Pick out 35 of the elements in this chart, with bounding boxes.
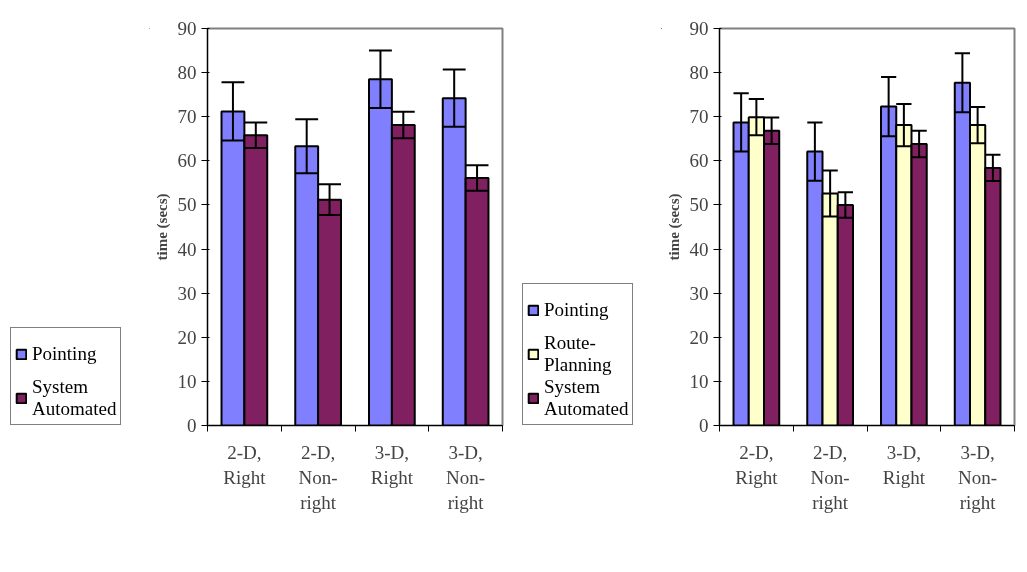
y-tick-label: 30 [689, 282, 709, 304]
y-tick-label: 80 [689, 62, 709, 84]
y-axis-title: time (secs) [153, 193, 171, 261]
y-axis-title: time (secs) [665, 193, 683, 261]
y-tick-label: 90 [177, 18, 197, 39]
y-tick-label: 30 [177, 282, 197, 304]
y-tick-label: 10 [689, 370, 709, 392]
legend-label: Pointing [544, 298, 609, 322]
x-tick-label: 2-D, Non-right [298, 441, 338, 513]
y-tick-label: 70 [689, 106, 709, 128]
y-tick-label: 20 [177, 326, 197, 348]
legend-label: Route-Planning [544, 332, 612, 376]
y-tick-label: 40 [689, 238, 709, 260]
legend-label: Pointing [32, 342, 97, 366]
x-tick-label: 2-D, Right [223, 441, 267, 488]
y-tick-label: 40 [177, 238, 197, 260]
legend-label: System Automated [32, 376, 117, 420]
x-tick-label: 3-D, Right [370, 441, 414, 488]
y-tick-label: 20 [689, 326, 709, 348]
y-tick-label: 50 [689, 194, 709, 216]
y-tick-label: 60 [689, 150, 709, 172]
legend-label: System Automated [544, 376, 629, 420]
y-tick-label: 0 [699, 415, 709, 436]
x-tick-label: 3-D, Non-right [958, 441, 998, 513]
y-tick-label: 60 [177, 150, 197, 172]
x-tick-label: 3-D, Right [882, 441, 926, 488]
x-tick-label: 3-D, Non-right [446, 441, 486, 513]
y-tick-label: 0 [187, 415, 197, 436]
x-tick-label: 2-D, Right [735, 441, 779, 488]
y-tick-label: 90 [689, 18, 709, 39]
y-tick-label: 10 [177, 370, 197, 392]
y-tick-label: 70 [177, 106, 197, 128]
y-tick-label: 80 [177, 62, 197, 84]
y-tick-label: 50 [177, 194, 197, 216]
x-tick-label: 2-D, Non-right [810, 441, 850, 513]
